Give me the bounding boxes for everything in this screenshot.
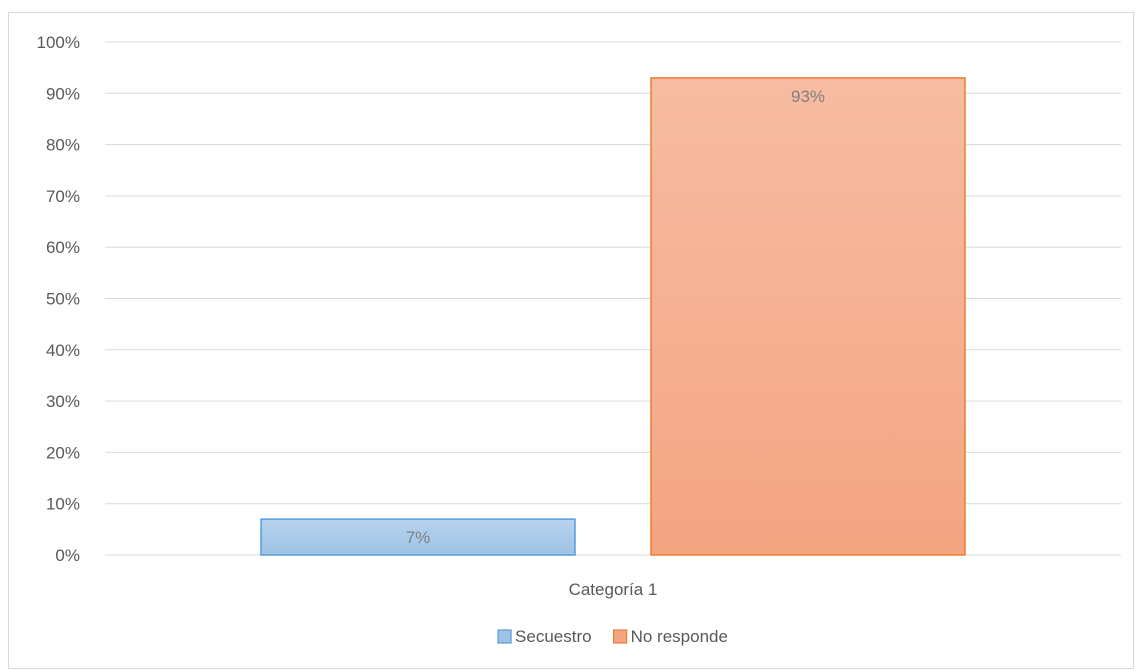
x-tick-label: Categoría 1	[569, 580, 658, 599]
y-tick-label: 20%	[46, 443, 80, 462]
bars	[260, 77, 966, 556]
y-tick-label: 90%	[46, 84, 80, 103]
y-tick-label: 30%	[46, 392, 80, 411]
legend-item: Secuestro	[497, 627, 592, 646]
y-tick-label: 100%	[37, 33, 80, 52]
legend: Secuestro No responde	[497, 627, 728, 646]
x-axis: Categoría 1	[569, 580, 658, 599]
legend-swatch	[613, 629, 628, 644]
y-tick-label: 10%	[46, 495, 80, 514]
y-tick-label: 50%	[46, 290, 80, 309]
data-label: 93%	[791, 87, 825, 106]
y-tick-label: 70%	[46, 187, 80, 206]
legend-label: Secuestro	[515, 627, 592, 646]
y-tick-label: 80%	[46, 136, 80, 155]
bar-secuestro	[260, 518, 576, 556]
data-label: 7%	[406, 528, 431, 547]
legend-swatch	[497, 629, 512, 644]
gridlines	[105, 41, 1121, 556]
y-tick-label: 60%	[46, 238, 80, 257]
bar-no-responde	[650, 77, 966, 556]
legend-label: No responde	[631, 627, 728, 646]
y-tick-label: 40%	[46, 341, 80, 360]
y-axis: 0% 10% 20% 30% 40% 50% 60% 70% 80% 90% 100%	[37, 33, 80, 565]
legend-item: No responde	[613, 627, 728, 646]
y-tick-label: 0%	[55, 546, 80, 565]
data-labels: 7% 93%	[406, 87, 825, 547]
